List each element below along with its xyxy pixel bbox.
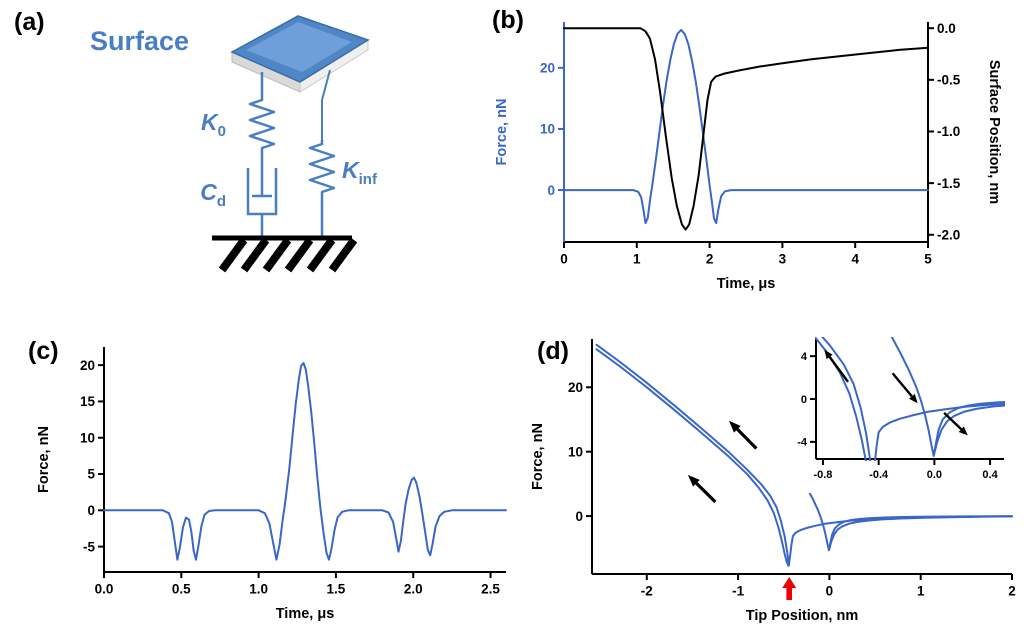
svg-text:10: 10	[80, 430, 95, 445]
panel-a-schematic: (a) Surface K0 Cd Kinf	[0, 0, 460, 320]
svg-text:0.0: 0.0	[937, 21, 956, 36]
svg-text:3: 3	[779, 252, 787, 267]
svg-text:0.5: 0.5	[172, 582, 191, 597]
svg-text:20: 20	[540, 61, 555, 76]
chart-force-and-surface-position-vs-time: 0 1 2 3 4 5 Time, μs 0 10 20 Force, nN 0.0 -0.5 -1.0 -…	[460, 0, 1024, 305]
panel-b-label: (b)	[492, 6, 524, 34]
svg-text:0: 0	[560, 252, 568, 267]
spring-k0	[248, 95, 276, 152]
svg-text:Tip Position, nm: Tip Position, nm	[746, 608, 859, 624]
svg-text:4: 4	[801, 351, 808, 363]
spring-kinf	[308, 140, 336, 197]
svg-text:1.5: 1.5	[327, 582, 346, 597]
svg-text:Force, nN: Force, nN	[530, 423, 546, 490]
panel-d-label: (d)	[537, 337, 569, 365]
svg-text:-2: -2	[641, 584, 653, 599]
svg-text:Force, nN: Force, nN	[36, 426, 52, 493]
surface-label: Surface	[90, 26, 189, 56]
svg-text:0.4: 0.4	[982, 469, 998, 481]
panel-b: (b) 0 1 2 3 4 5 Time, μs 0 10 20 Force, nN 0.0 -0.5 -…	[460, 0, 1024, 300]
svg-text:-2.0: -2.0	[937, 227, 960, 242]
svg-text:15: 15	[80, 394, 96, 409]
svg-text:0: 0	[575, 509, 583, 524]
svg-text:-1.5: -1.5	[937, 176, 961, 191]
svg-text:-0.4: -0.4	[869, 469, 889, 481]
svg-text:-0.8: -0.8	[813, 469, 832, 481]
svg-text:Surface Position, nm: Surface Position, nm	[986, 60, 1002, 204]
svg-text:1: 1	[633, 252, 641, 267]
svg-text:20: 20	[568, 380, 583, 395]
svg-text:-1: -1	[732, 584, 744, 599]
svg-text:-1.0: -1.0	[937, 124, 960, 139]
svg-text:-4: -4	[797, 437, 808, 449]
ground-hatching	[218, 237, 358, 273]
cd-label: Cd	[200, 179, 226, 210]
svg-text:20: 20	[80, 358, 95, 373]
k0-label: K0	[201, 109, 226, 140]
platform-sheen	[246, 22, 352, 72]
svg-text:5: 5	[924, 252, 932, 267]
svg-text:0.0: 0.0	[927, 469, 942, 481]
svg-text:10: 10	[568, 444, 583, 459]
svg-text:2: 2	[706, 252, 714, 267]
chart-force-vs-tip-position: -2 -1 0 1 2 Tip Position, nm 0 10 20 Force, nN	[530, 325, 1024, 641]
panel-d: (d) -2 -1 0 1 2 Tip Position, nm 0 10 20 Force, n…	[530, 325, 1024, 636]
svg-text:-5: -5	[83, 539, 95, 554]
svg-text:Time, μs: Time, μs	[717, 276, 776, 292]
panel-c-label: (c)	[28, 337, 59, 365]
svg-text:1.0: 1.0	[249, 582, 268, 597]
chart-force-vs-time: 0.0 0.5 1.0 1.5 2.0 2.5 Time, μs -5 0 5 10 15 20 Forc…	[20, 325, 520, 641]
svg-text:0: 0	[826, 584, 834, 599]
svg-text:-0.5: -0.5	[937, 73, 961, 88]
surface-model-schematic: Surface K0 Cd Kinf	[90, 15, 378, 273]
svg-text:2: 2	[1008, 584, 1016, 599]
panel-a-label: (a)	[14, 8, 45, 36]
svg-text:0: 0	[801, 394, 807, 406]
svg-text:2.5: 2.5	[481, 582, 500, 597]
kinf-label: Kinf	[342, 157, 378, 188]
svg-text:0.0: 0.0	[95, 582, 114, 597]
svg-text:0: 0	[547, 183, 555, 198]
chart-force-vs-tip-position-inset: -0.8 -0.4 0.0 0.4 4 0 -4	[786, 331, 1014, 498]
svg-text:4: 4	[851, 252, 859, 267]
svg-text:10: 10	[540, 122, 555, 137]
svg-text:2.0: 2.0	[404, 582, 423, 597]
svg-text:Force, nN: Force, nN	[494, 99, 510, 166]
svg-text:Time, μs: Time, μs	[276, 606, 335, 622]
panel-d-inset: -0.8 -0.4 0.0 0.4 4 0 -4	[786, 331, 1014, 493]
svg-text:5: 5	[87, 467, 95, 482]
rod-top-right	[321, 69, 331, 140]
panel-c: (c) 0.0 0.5 1.0 1.5 2.0 2.5 Time, μs -5 0 5 10 15 20…	[20, 325, 520, 636]
svg-text:0: 0	[87, 503, 95, 518]
svg-text:1: 1	[917, 584, 925, 599]
